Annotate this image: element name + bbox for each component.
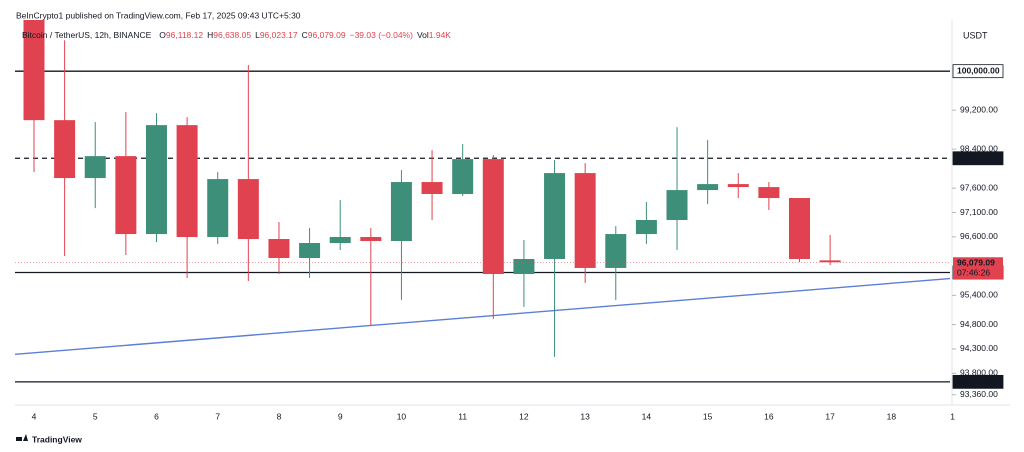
level-label-box xyxy=(952,374,1004,389)
attribution: BeInCrypto1 published on TradingView.com… xyxy=(16,10,301,20)
x-tick-label: 18 xyxy=(887,411,897,421)
legend-part: −39.03 (−0.04%) xyxy=(350,30,413,40)
candle-body xyxy=(145,125,167,235)
candle-body xyxy=(513,258,535,275)
y-tick-label: 97,100.00 xyxy=(960,207,998,217)
x-tick-label: 12 xyxy=(519,411,529,421)
x-tick-label: 4 xyxy=(32,411,37,421)
legend-part: C xyxy=(302,30,308,40)
y-tick-label: 97,600.00 xyxy=(960,182,998,192)
candle-body xyxy=(390,182,412,242)
tv-logo xyxy=(16,434,28,441)
x-tick-label: 7 xyxy=(215,411,220,421)
x-tick-label: 8 xyxy=(277,411,282,421)
x-tick-label: 5 xyxy=(93,411,98,421)
candle-body xyxy=(329,237,351,244)
candle-body xyxy=(789,198,810,259)
x-tick-label: 6 xyxy=(154,411,159,421)
level-label: 100,000.00 xyxy=(957,65,1000,75)
candle-body xyxy=(452,159,474,194)
y-tick-label: 93,800.00 xyxy=(960,368,998,378)
x-tick-label: 17 xyxy=(825,411,835,421)
candle-body xyxy=(574,173,596,268)
candle-body xyxy=(758,187,780,199)
legend-part: O xyxy=(159,30,166,40)
legend-part: 96,023.17 xyxy=(260,30,298,40)
legend-part: 96,118.12 xyxy=(166,30,203,40)
x-tick-label: 9 xyxy=(338,411,343,421)
candle-body xyxy=(299,243,321,259)
candle-body xyxy=(84,156,106,179)
level-label-box xyxy=(952,151,1004,166)
candle-body xyxy=(207,179,229,238)
candle-body xyxy=(819,260,841,263)
candle-body xyxy=(421,182,443,194)
legend-part: 96,079.09 xyxy=(308,30,346,40)
candle-body xyxy=(23,20,45,121)
legend-part: Bitcoin / TetherUS, 12h, BINANCE xyxy=(22,30,152,40)
legend-part: L xyxy=(255,30,260,40)
y-tick-label: 94,800.00 xyxy=(960,319,998,329)
candle-body xyxy=(727,184,749,188)
legend-part: 96,638.05 xyxy=(213,30,251,40)
candle-body xyxy=(635,220,657,235)
candle-body xyxy=(54,120,76,179)
legend-part: Vol xyxy=(417,30,429,40)
x-tick-label: 16 xyxy=(764,411,774,421)
x-tick-label: 14 xyxy=(642,411,652,421)
trendline xyxy=(15,277,950,356)
level-label-box xyxy=(952,64,1004,79)
y-tick-label: 93,360.00 xyxy=(960,389,998,399)
x-tick-label: 1 xyxy=(950,411,955,421)
countdown: 07:46:26 xyxy=(957,268,990,278)
candle-body xyxy=(115,156,137,235)
candle-body xyxy=(605,234,627,268)
last-price-box xyxy=(953,257,1003,280)
candle-body xyxy=(360,237,382,242)
symbol-legend: Bitcoin / TetherUS, 12h, BINANCE O96,118.… xyxy=(22,30,451,40)
y-tick-label: 95,400.00 xyxy=(960,290,998,300)
x-tick-label: 10 xyxy=(397,411,407,421)
x-tick-label: 15 xyxy=(703,411,713,421)
last-price-label: 96,079.09 xyxy=(957,258,995,268)
candle-body xyxy=(176,125,198,238)
x-tick-label: 11 xyxy=(458,411,467,421)
brand: TradingView xyxy=(32,434,82,444)
y-tick-label: 96,600.00 xyxy=(960,231,998,241)
candle-body xyxy=(482,159,504,275)
legend-part: 1.94K xyxy=(429,30,452,40)
level-label: 93,625.00 xyxy=(957,376,995,386)
candle-body xyxy=(268,239,290,259)
y-tick-label: 94,300.00 xyxy=(960,343,998,353)
y-tick-label: 98,400.00 xyxy=(960,143,998,153)
plot-area xyxy=(15,20,950,383)
legend-part: H xyxy=(207,30,213,40)
candle-body xyxy=(544,173,566,259)
candle-body xyxy=(237,179,259,240)
currency: USDT xyxy=(963,30,988,40)
candle-body xyxy=(666,190,688,221)
candle-body xyxy=(697,184,719,191)
y-tick-label: 99,200.00 xyxy=(960,104,998,114)
x-tick-label: 13 xyxy=(580,411,590,421)
level-label: 98,212.76 xyxy=(957,153,995,163)
